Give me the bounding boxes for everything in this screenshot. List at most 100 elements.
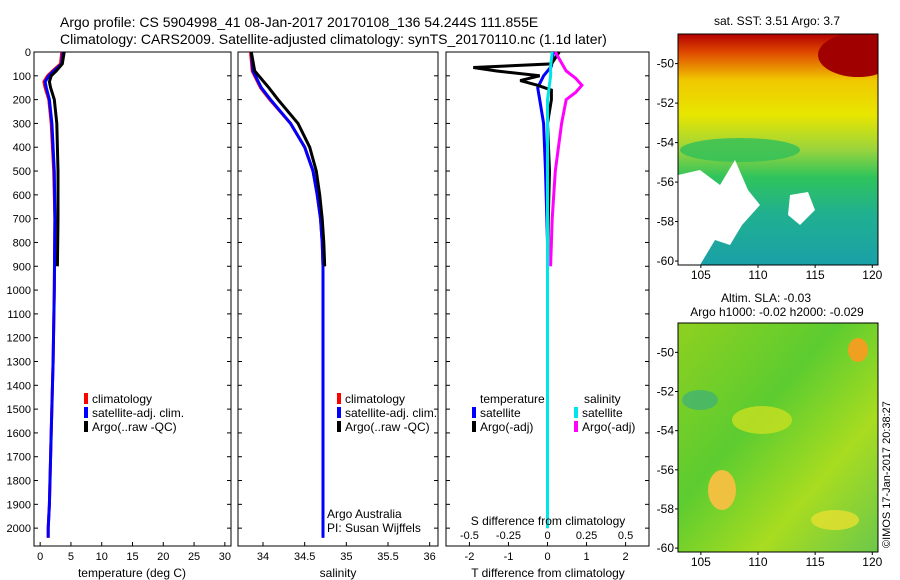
x-tick-label: 5 bbox=[68, 551, 74, 563]
x-tick-label: 35.5 bbox=[377, 551, 398, 563]
salinity-panel: 34 34.5 35 35.5 36 salinity climatology sate… bbox=[237, 51, 439, 580]
salinity-y-ticks bbox=[238, 51, 438, 529]
sla-map-panel: Altim. SLA: -0.03 Argo h1000: -0.02 h200… bbox=[657, 291, 883, 569]
difference-panel: -2 -1 0 1 2 -0.5 -0.25 0 0.25 0.5 S difference f… bbox=[445, 51, 650, 580]
map-y-tick-label: -58 bbox=[657, 502, 675, 516]
map-y-tick-label: -60 bbox=[657, 541, 675, 555]
legend-swatch-t-argo bbox=[472, 421, 476, 432]
x-tick-label: 20 bbox=[157, 551, 169, 563]
sla-map-frame bbox=[677, 322, 879, 553]
map-x-tick-label: 115 bbox=[806, 268, 825, 282]
y-tick-label: 900 bbox=[13, 261, 31, 273]
y-tick-label: 1200 bbox=[7, 333, 31, 345]
sla-low-patch bbox=[682, 390, 718, 410]
legend-t-argo: Argo(-adj) bbox=[480, 420, 533, 434]
map-y-tick-label: -50 bbox=[657, 57, 675, 71]
x-tick-label: 15 bbox=[126, 551, 138, 563]
depth-axis: 0 100 200 300 400 500 600 700 800 900 1000 1100 1200… bbox=[7, 47, 231, 535]
y-tick-label: 800 bbox=[13, 237, 31, 249]
legend-argo: Argo(..raw -QC) bbox=[345, 420, 430, 434]
y-tick-label: 1300 bbox=[7, 356, 31, 368]
sla-map-title-line1: Altim. SLA: -0.03 bbox=[721, 291, 811, 305]
map-y-tick-label: -60 bbox=[657, 254, 675, 268]
sla-high-patch-2 bbox=[848, 338, 868, 362]
legend-swatch-satellite bbox=[84, 407, 88, 418]
s-tick-label: 0.25 bbox=[576, 530, 597, 542]
profile-line-argo bbox=[549, 51, 584, 267]
s-tick-label: 0.5 bbox=[618, 530, 633, 542]
sst-map-axes: 105 110 115 120 -50 -52 -54 -56 -58 -60 bbox=[657, 57, 883, 282]
salinity-xlabel: salinity bbox=[320, 566, 357, 580]
x-tick-label: 10 bbox=[96, 551, 108, 563]
x-tick-label: 34.5 bbox=[294, 551, 315, 563]
y-tick-label: 1700 bbox=[7, 452, 31, 464]
pi-note: PI: Susan Wijffels bbox=[327, 521, 421, 535]
map-x-tick-label: 120 bbox=[862, 555, 882, 569]
y-tick-label: 1800 bbox=[7, 476, 31, 488]
legend-swatch-s-satellite bbox=[574, 407, 578, 418]
x-tick-label: 1 bbox=[583, 551, 589, 563]
map-y-tick-label: -56 bbox=[657, 463, 675, 477]
map-x-tick-label: 110 bbox=[748, 268, 767, 282]
y-tick-label: 600 bbox=[13, 190, 31, 202]
difference-legend: temperature satellite Argo(-adj) salinit… bbox=[472, 392, 635, 434]
legend-satellite: satellite-adj. clim. bbox=[92, 406, 184, 420]
sla-band-2 bbox=[811, 510, 859, 530]
x-tick-label: 0 bbox=[37, 551, 43, 563]
y-tick-label: 2000 bbox=[7, 523, 31, 535]
x-tick-label: 2 bbox=[623, 551, 629, 563]
legend-swatch-argo bbox=[337, 421, 341, 432]
t-difference-xlabel: T difference from climatology bbox=[471, 566, 625, 580]
salinity-plot-frame bbox=[237, 51, 439, 547]
map-x-tick-label: 120 bbox=[862, 268, 882, 282]
sst-map-title: sat. SST: 3.51 Argo: 3.7 bbox=[714, 14, 840, 28]
difference-y-ticks bbox=[446, 51, 649, 529]
y-tick-label: 500 bbox=[13, 166, 31, 178]
legend-satellite: satellite-adj. clim. bbox=[345, 406, 437, 420]
legend-s-argo: Argo(-adj) bbox=[582, 420, 635, 434]
legend-swatch-argo bbox=[84, 421, 88, 432]
y-tick-label: 1400 bbox=[7, 380, 31, 392]
map-x-tick-label: 110 bbox=[748, 555, 767, 569]
legend-s-satellite: satellite bbox=[582, 406, 623, 420]
y-tick-label: 1500 bbox=[7, 404, 31, 416]
sst-missing-data bbox=[678, 160, 760, 265]
map-y-tick-label: -52 bbox=[657, 385, 675, 399]
y-tick-label: 400 bbox=[13, 142, 31, 154]
s-difference-xlabel: S difference from climatology bbox=[471, 514, 626, 528]
legend-swatch-s-argo bbox=[574, 421, 578, 432]
x-tick-label: -2 bbox=[465, 551, 475, 563]
legend-temperature-title: temperature bbox=[480, 392, 545, 406]
sla-high-patch bbox=[708, 470, 736, 510]
s-tick-label: 0 bbox=[544, 530, 550, 542]
y-tick-label: 1600 bbox=[7, 428, 31, 440]
legend-salinity-title: salinity bbox=[584, 392, 621, 406]
s-tick-label: -0.25 bbox=[496, 530, 521, 542]
temperature-xlabel: temperature (deg C) bbox=[78, 566, 186, 580]
legend-t-satellite: satellite bbox=[480, 406, 521, 420]
y-tick-label: 1000 bbox=[7, 285, 31, 297]
map-x-tick-label: 105 bbox=[691, 268, 711, 282]
sla-map-axes: 105 110 115 120 -50 -52 -54 -56 -58 -60 bbox=[657, 345, 883, 569]
y-tick-label: 1100 bbox=[7, 309, 31, 321]
profile-line-argo bbox=[47, 51, 66, 267]
salinity-x-axis: 34 34.5 35 35.5 36 bbox=[257, 542, 436, 563]
data-source-note: Argo Australia bbox=[327, 507, 402, 521]
legend-swatch-climatology bbox=[84, 393, 88, 404]
map-x-tick-label: 115 bbox=[806, 555, 825, 569]
map-y-tick-label: -58 bbox=[657, 215, 675, 229]
legend-swatch-satellite bbox=[337, 407, 341, 418]
profile-line-argo bbox=[249, 51, 327, 267]
y-tick-label: 0 bbox=[25, 47, 31, 59]
map-y-tick-label: -56 bbox=[657, 175, 675, 189]
profile-line-satellite bbox=[249, 51, 325, 538]
x-tick-label: 34 bbox=[257, 551, 269, 563]
sst-band bbox=[680, 138, 800, 162]
s-difference-x-axis: -0.5 -0.25 0 0.25 0.5 bbox=[460, 530, 633, 542]
sst-map-frame bbox=[677, 33, 879, 266]
s-tick-label: -0.5 bbox=[460, 530, 479, 542]
map-y-tick-label: -54 bbox=[657, 424, 675, 438]
salinity-profiles bbox=[249, 51, 327, 538]
x-tick-label: 0 bbox=[544, 551, 550, 563]
